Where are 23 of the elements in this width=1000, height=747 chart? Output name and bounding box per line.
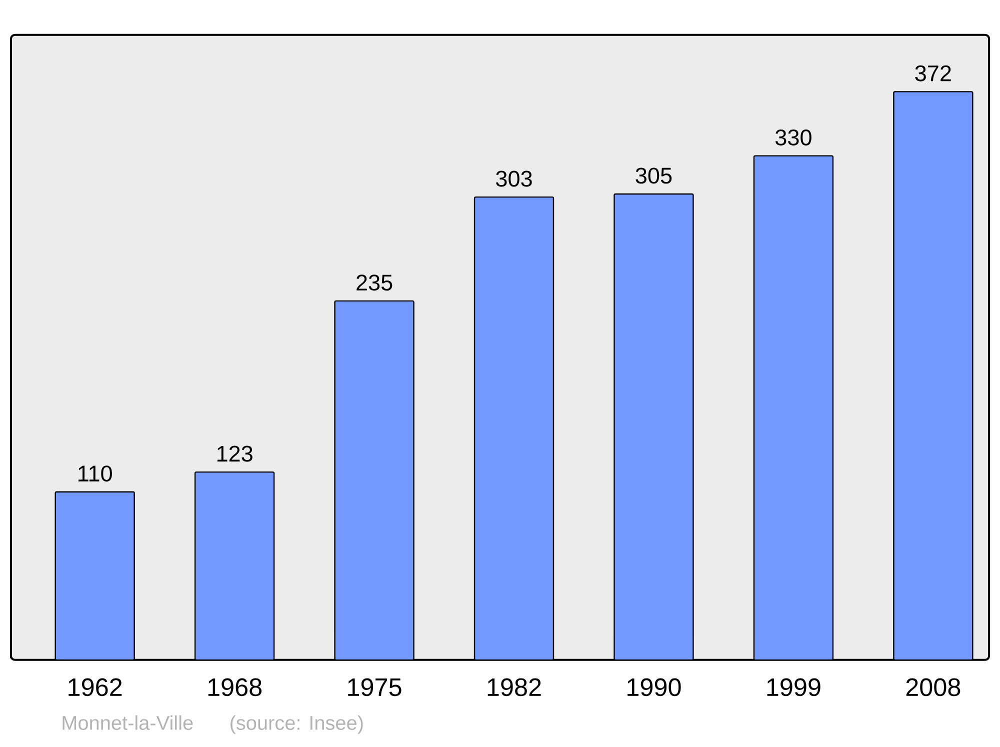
data-label: 330 <box>775 130 812 146</box>
text: (source: Insee) <box>230 715 363 734</box>
data-label: 305 <box>636 168 672 184</box>
x-tick-label: 1982 <box>488 678 541 696</box>
x-tick-label: 1962 <box>68 678 122 696</box>
bar <box>614 194 694 660</box>
text: Monnet-la-Ville <box>62 715 193 730</box>
data-label: 372 <box>915 65 951 82</box>
x-tick-label: 2008 <box>906 678 960 696</box>
x-tick-label: 1975 <box>348 678 402 696</box>
data-label: 123 <box>217 446 252 462</box>
bar <box>334 300 414 660</box>
bar <box>753 155 834 660</box>
bar <box>54 491 135 660</box>
bar <box>474 196 554 660</box>
x-tick-label: 1999 <box>767 678 820 696</box>
data-label: 303 <box>496 170 532 187</box>
bar <box>194 472 275 660</box>
x-tick-label: 1968 <box>208 678 262 696</box>
data-label: 235 <box>356 274 392 291</box>
data-label: 110 <box>78 466 112 482</box>
x-tick-label: 1990 <box>628 678 681 696</box>
bar <box>893 91 974 660</box>
